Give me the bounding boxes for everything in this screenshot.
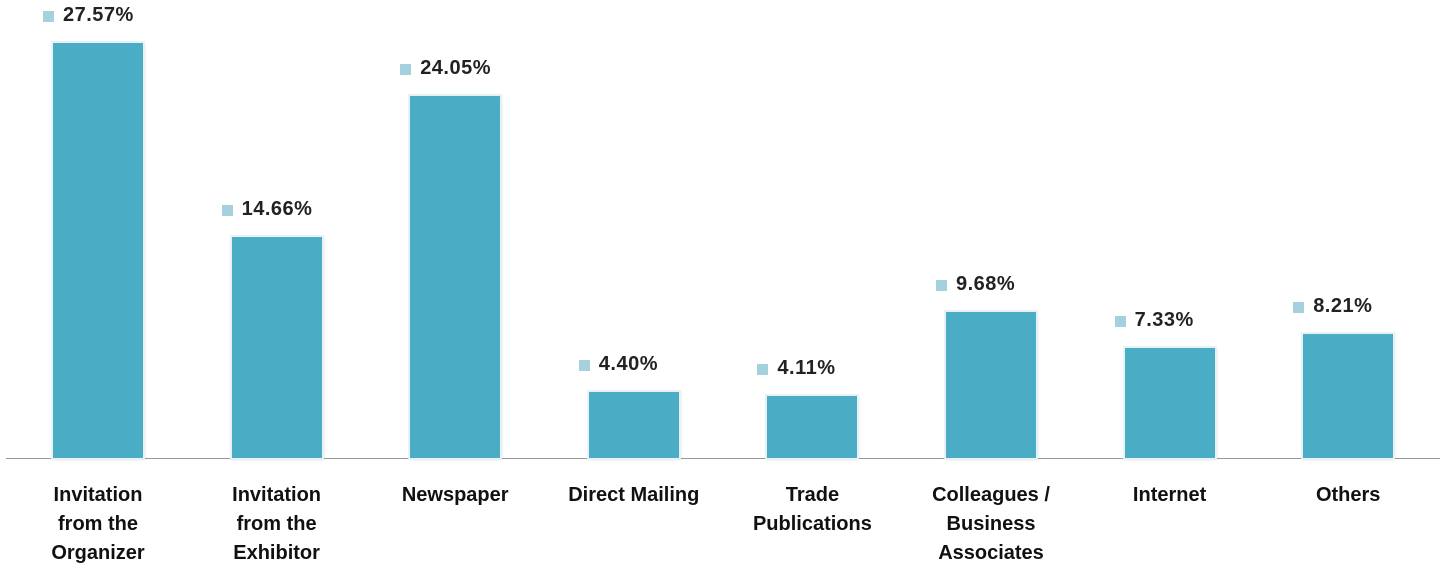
value-label: 27.57%: [63, 4, 134, 26]
x-tick-label: Direct Mailing: [568, 484, 700, 506]
x-tick-label: Invitation from the Organizer: [51, 484, 145, 564]
x-tick-label: Trade Publications: [752, 484, 872, 535]
value-label: 7.33%: [1134, 308, 1194, 331]
value-label: 4.40%: [598, 352, 659, 375]
label-marker: [1114, 315, 1126, 327]
label-marker: [400, 63, 412, 75]
bar: [231, 237, 322, 458]
label-marker: [757, 364, 769, 376]
bar: [1124, 347, 1215, 458]
bar: [767, 396, 858, 458]
x-tick-label: Colleagues / Business Associates: [932, 484, 1050, 564]
bar: [410, 95, 501, 458]
x-tick-label: Newspaper: [401, 484, 509, 506]
bar: [946, 312, 1036, 458]
value-label: 4.11%: [777, 357, 836, 380]
x-tick-label: Others: [1315, 484, 1381, 506]
label-marker: [1293, 302, 1305, 314]
x-tick-label: Invitation from the Exhibitor: [232, 484, 322, 564]
baseline: [6, 458, 1440, 459]
value-label: 24.05%: [420, 56, 492, 79]
value-label: 8.21%: [1313, 295, 1373, 318]
bar: [1303, 334, 1394, 458]
label-marker: [43, 11, 54, 22]
value-label: 9.68%: [956, 273, 1016, 296]
label-marker: [221, 205, 233, 217]
x-tick-label: Internet: [1132, 484, 1207, 506]
label-marker: [936, 280, 947, 292]
value-label: 14.66%: [241, 198, 313, 221]
label-marker: [578, 359, 590, 371]
bar: [53, 43, 143, 458]
bar: [588, 391, 679, 458]
